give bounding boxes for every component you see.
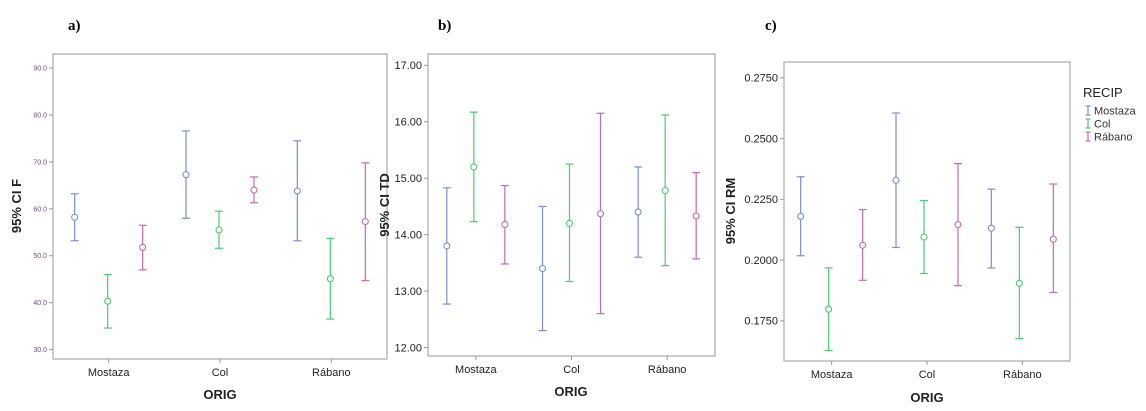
panel-b-errorbar-mostaza-mostaza-mean-marker: [443, 242, 451, 250]
panel-a-errorbar-rabano-mostaza-mean-marker: [139, 243, 147, 251]
panel-c-y-tick-label: 0.2250: [744, 194, 778, 206]
panel-a-plot-area: [52, 53, 388, 360]
panel-c-errorbar-rabano-col-mean-marker: [954, 221, 962, 229]
panel-b-y-tick-label: 12.00: [394, 342, 422, 354]
panel-a-errorbar-rabano-col-mean-marker: [250, 186, 258, 194]
panel-b-errorbar-rabano-rabano-mean-marker: [692, 212, 700, 220]
panel-a-errorbar-mostaza-mostaza-mean-marker: [71, 213, 79, 221]
legend-title: RECIP: [1083, 85, 1123, 100]
panel-b-label: b): [438, 18, 451, 34]
panel-c-y-tick-label: 0.1750: [744, 316, 778, 328]
panel-c-errorbar-rabano-mostaza-mean-marker: [859, 241, 867, 249]
legend-item-mostaza: Mostaza: [1094, 106, 1136, 118]
panel-c-y-tick-label: 0.2500: [744, 133, 778, 145]
panel-b-y-title: 95% CI TD: [377, 173, 392, 237]
panel-a-errorbar-mostaza-col-mean-marker: [182, 171, 190, 179]
panel-c-errorbar-col-rabano-mean-marker: [1015, 279, 1023, 287]
panel-a-x-title: ORIG: [203, 387, 236, 402]
legend-item-rabano: Rábano: [1094, 132, 1133, 144]
panel-a-errorbar-col-mostaza-mean-marker: [104, 297, 112, 305]
panel-c-errorbar-mostaza-col-mean-marker: [892, 176, 900, 184]
panel-a-y-tick-label: 60.0: [33, 206, 47, 213]
legend-item-col: Col: [1094, 119, 1111, 131]
panel-c-y-tick-label: 0.2000: [744, 255, 778, 267]
panel-b-errorbar-rabano-mostaza-mean-marker: [501, 220, 509, 229]
panel-b-x-tick-label: Col: [563, 364, 580, 376]
panel-a-label: a): [68, 18, 81, 34]
panel-c-x-title: ORIG: [910, 390, 943, 405]
panel-c-errorbar-mostaza-mostaza-mean-marker: [797, 212, 805, 220]
panel-a-errorbar-mostaza-rabano-mean-marker: [293, 187, 301, 195]
panel-a-y-title: 95% CI F: [9, 179, 24, 233]
panel-a-x-tick-label: Rábano: [312, 367, 351, 379]
panel-c-errorbar-mostaza-rabano-mean-marker: [987, 224, 995, 232]
panel-c-marks: 0.1750 0.2000 0.2250 0.2500 0.2750 Mostaza Col…: [744, 73, 1058, 381]
panel-c-x-tick-label: Col: [919, 369, 936, 381]
panel-b-marks: 12.00 13.00 14.00 15.00 16.00 17.00 Mostaza Col…: [394, 60, 701, 376]
panel-c-label: c): [765, 18, 777, 34]
panel-a-x-tick-label: Col: [212, 367, 229, 379]
panel-a-y-tick-label: 70.0: [33, 159, 47, 166]
panel-b-errorbar-rabano-col-mean-marker: [596, 210, 605, 218]
panel-a-x-tick-label: Mostaza: [88, 367, 130, 379]
panel-c-x-tick-label: Mostaza: [811, 369, 853, 381]
panel-b-y-tick-label: 16.00: [394, 117, 422, 129]
panel-b-errorbar-col-rabano-mean-marker: [661, 187, 669, 195]
panel-c-x-tick-label: Rábano: [1003, 369, 1042, 381]
panel-a-errorbar-col-rabano-mean-marker: [326, 275, 334, 283]
panel-b-y-tick-label: 14.00: [394, 229, 422, 241]
panel-b-x-tick-label: Mostaza: [455, 364, 497, 376]
panel-b-errorbar-col-col-mean-marker: [565, 219, 574, 227]
panel-c: c) 0.1750 0.2000 0.2250 0.2500 0.2750 Mostaza…: [723, 18, 1071, 405]
panel-a-errorbar-col-col-mean-marker: [215, 226, 223, 234]
panel-b-errorbar-mostaza-col-mean-marker: [538, 264, 547, 273]
panel-a-marks: 30.0 40.0 50.0 60.0 70.0 80.0 90.0 Mostaza Col Rá…: [33, 66, 370, 379]
panel-b-y-tick-label: 13.00: [394, 286, 422, 298]
panel-a-y-tick-label: 40.0: [33, 300, 47, 307]
panel-a-y-tick-label: 30.0: [33, 347, 47, 354]
panel-b-x-tick-label: Rábano: [648, 364, 687, 376]
panel-b-errorbar-mostaza-rabano-mean-marker: [634, 208, 642, 216]
panel-b-errorbar-col-mostaza-mean-marker: [470, 163, 478, 171]
panel-b: b) 12.00 13.00 14.00 15.00 16.00 17.00 Mostaza…: [377, 18, 716, 399]
panel-c-y-tick-label: 0.2750: [744, 73, 778, 85]
panel-a-y-tick-label: 50.0: [33, 253, 47, 260]
panel-c-y-title: 95% CI RM: [723, 178, 738, 244]
panel-b-y-tick-label: 15.00: [394, 173, 422, 185]
panel-b-plot-area: [427, 53, 716, 357]
panel-c-errorbar-rabano-rabano-mean-marker: [1049, 235, 1057, 243]
panel-c-errorbar-col-col-mean-marker: [920, 233, 928, 241]
panel-a-y-tick-label: 80.0: [33, 112, 47, 119]
panel-a: a) 30.0 40.0 50.0 60.0 70.0 80.0 90.0 Mostaza Co…: [9, 18, 388, 402]
panel-b-y-tick-label: 17.00: [394, 60, 422, 72]
panel-a-errorbar-rabano-rabano-mean-marker: [361, 217, 369, 226]
panel-c-plot-area: [783, 61, 1071, 362]
panel-c-errorbar-col-mostaza-mean-marker: [825, 305, 833, 313]
panel-a-y-tick-label: 90.0: [33, 66, 47, 73]
panel-b-x-title: ORIG: [554, 384, 587, 399]
